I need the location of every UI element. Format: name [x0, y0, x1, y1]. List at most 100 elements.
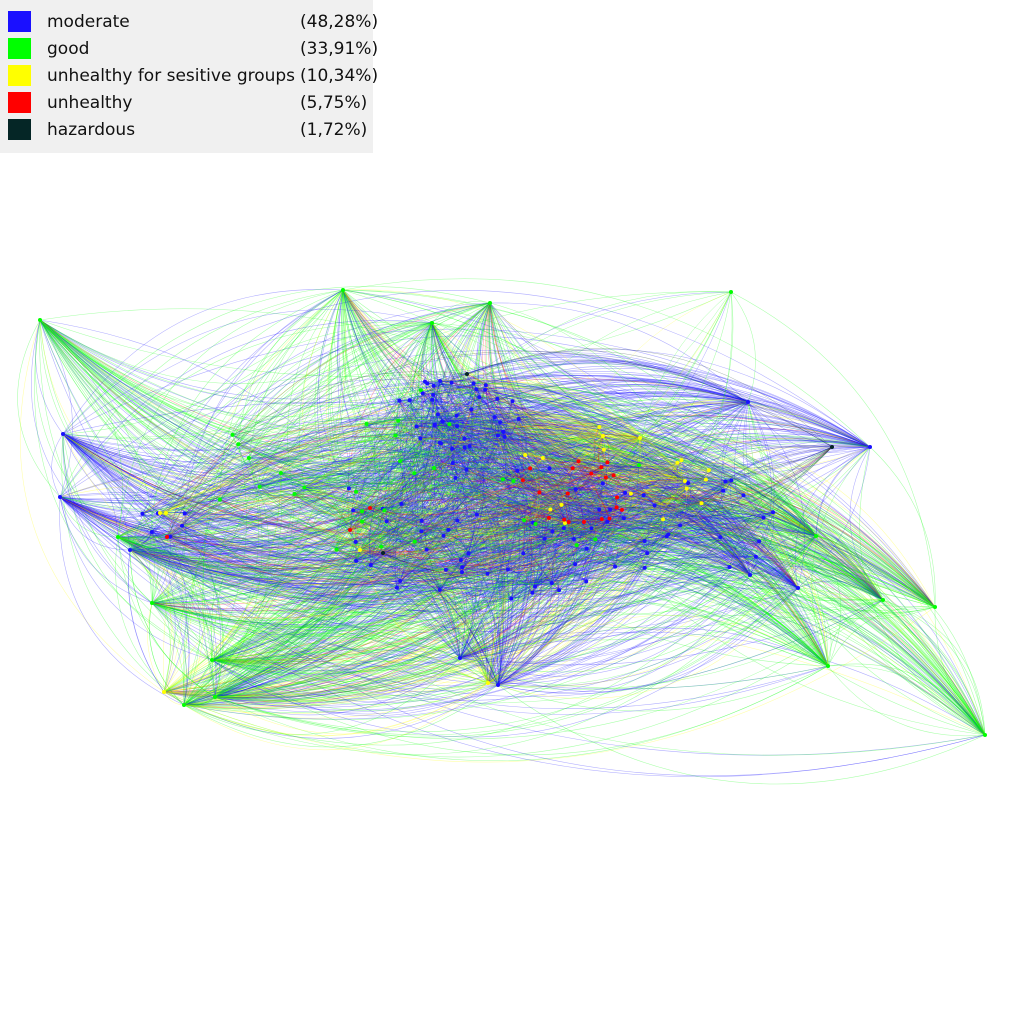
- graph-node[interactable]: [162, 690, 166, 694]
- graph-node[interactable]: [454, 413, 459, 418]
- graph-node[interactable]: [164, 511, 168, 515]
- graph-node[interactable]: [360, 509, 365, 514]
- graph-node[interactable]: [150, 601, 154, 605]
- graph-node[interactable]: [496, 683, 500, 687]
- graph-node[interactable]: [128, 548, 132, 552]
- graph-node[interactable]: [351, 508, 356, 513]
- graph-node[interactable]: [453, 475, 458, 480]
- graph-node[interactable]: [686, 481, 691, 486]
- graph-node[interactable]: [394, 585, 399, 590]
- graph-node[interactable]: [498, 420, 503, 425]
- graph-node[interactable]: [559, 502, 564, 507]
- graph-node[interactable]: [354, 489, 358, 494]
- graph-node[interactable]: [446, 527, 451, 532]
- graph-node[interactable]: [396, 418, 401, 423]
- graph-node[interactable]: [611, 473, 616, 478]
- graph-node[interactable]: [116, 535, 120, 539]
- graph-node[interactable]: [466, 551, 471, 556]
- graph-node[interactable]: [437, 588, 442, 592]
- graph-node[interactable]: [600, 481, 605, 486]
- graph-node[interactable]: [465, 372, 469, 376]
- graph-node[interactable]: [533, 584, 537, 589]
- graph-node[interactable]: [450, 446, 455, 451]
- graph-node[interactable]: [638, 436, 642, 440]
- graph-node[interactable]: [605, 460, 610, 465]
- graph-node[interactable]: [621, 516, 626, 521]
- graph-node[interactable]: [407, 398, 412, 403]
- graph-node[interactable]: [574, 543, 579, 548]
- graph-node[interactable]: [645, 551, 650, 556]
- graph-node[interactable]: [729, 290, 733, 294]
- graph-node[interactable]: [474, 512, 479, 517]
- graph-node[interactable]: [58, 495, 62, 499]
- graph-node[interactable]: [368, 563, 373, 567]
- graph-node[interactable]: [511, 479, 516, 483]
- graph-node[interactable]: [562, 517, 567, 522]
- graph-node[interactable]: [412, 471, 417, 476]
- graph-node[interactable]: [217, 497, 222, 502]
- graph-node[interactable]: [584, 579, 589, 584]
- graph-node[interactable]: [723, 479, 728, 484]
- graph-node[interactable]: [570, 466, 575, 471]
- graph-node[interactable]: [485, 571, 490, 576]
- graph-node[interactable]: [398, 579, 403, 583]
- graph-node[interactable]: [384, 519, 389, 524]
- graph-node[interactable]: [341, 288, 345, 292]
- graph-node[interactable]: [881, 598, 885, 602]
- graph-node[interactable]: [603, 475, 608, 480]
- graph-node[interactable]: [571, 537, 576, 541]
- graph-node[interactable]: [477, 395, 482, 400]
- graph-node[interactable]: [530, 590, 535, 595]
- graph-node[interactable]: [447, 422, 452, 427]
- graph-node[interactable]: [727, 565, 732, 569]
- graph-node[interactable]: [589, 526, 594, 531]
- graph-node[interactable]: [467, 444, 472, 449]
- graph-node[interactable]: [419, 518, 424, 523]
- graph-node[interactable]: [230, 432, 235, 437]
- graph-node[interactable]: [495, 396, 500, 401]
- graph-node[interactable]: [615, 495, 619, 500]
- graph-node[interactable]: [502, 434, 507, 439]
- graph-node[interactable]: [474, 387, 479, 392]
- graph-node[interactable]: [61, 432, 65, 436]
- graph-node[interactable]: [522, 518, 527, 523]
- graph-node[interactable]: [528, 466, 533, 471]
- graph-node[interactable]: [721, 488, 726, 493]
- graph-node[interactable]: [563, 521, 567, 525]
- graph-node[interactable]: [576, 459, 581, 464]
- graph-node[interactable]: [443, 567, 448, 572]
- graph-node[interactable]: [642, 539, 647, 543]
- graph-node[interactable]: [462, 445, 467, 450]
- graph-node[interactable]: [652, 503, 657, 508]
- graph-node[interactable]: [830, 445, 834, 449]
- graph-node[interactable]: [257, 484, 262, 489]
- graph-node[interactable]: [582, 520, 586, 524]
- graph-node[interactable]: [431, 392, 436, 397]
- graph-node[interactable]: [419, 529, 424, 534]
- graph-node[interactable]: [546, 515, 551, 520]
- graph-node[interactable]: [430, 321, 434, 325]
- graph-node[interactable]: [573, 487, 578, 492]
- graph-node[interactable]: [455, 518, 460, 523]
- graph-node[interactable]: [661, 517, 665, 522]
- graph-node[interactable]: [501, 429, 506, 434]
- graph-node[interactable]: [613, 564, 618, 569]
- graph-node[interactable]: [423, 379, 427, 384]
- graph-node[interactable]: [601, 447, 606, 452]
- graph-node[interactable]: [483, 383, 488, 388]
- graph-node[interactable]: [368, 506, 372, 510]
- graph-node[interactable]: [605, 519, 610, 524]
- graph-node[interactable]: [302, 485, 307, 490]
- graph-node[interactable]: [464, 467, 469, 472]
- graph-node[interactable]: [642, 565, 647, 570]
- graph-node[interactable]: [796, 586, 800, 590]
- graph-node[interactable]: [449, 380, 454, 385]
- graph-node[interactable]: [346, 486, 351, 491]
- graph-node[interactable]: [537, 490, 542, 495]
- graph-node[interactable]: [483, 387, 488, 392]
- graph-node[interactable]: [379, 544, 384, 549]
- graph-node[interactable]: [354, 558, 359, 563]
- graph-node[interactable]: [418, 436, 423, 441]
- graph-node[interactable]: [589, 471, 594, 476]
